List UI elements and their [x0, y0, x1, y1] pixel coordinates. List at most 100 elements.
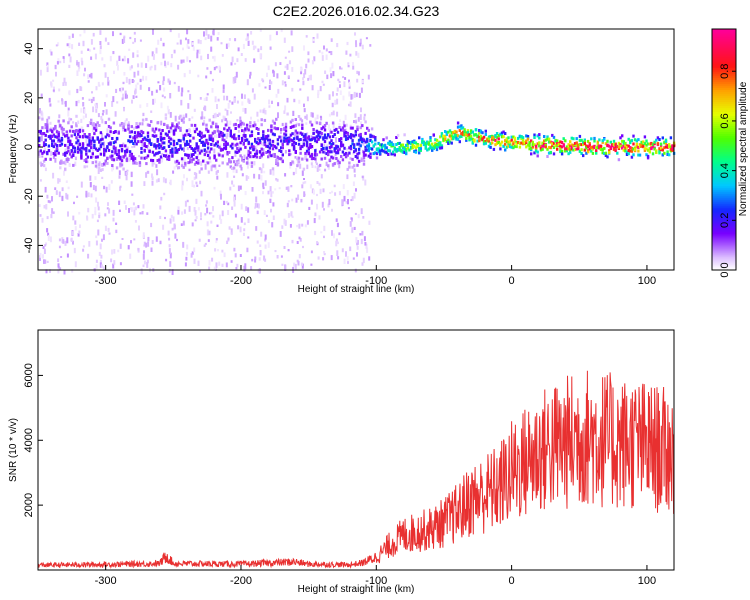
heatmap-noise-cell [148, 87, 151, 92]
heatmap-signal-cell [304, 137, 307, 141]
heatmap-noise-cell [213, 55, 216, 62]
heatmap-signal-cell [232, 136, 236, 140]
heatmap-signal-cell [595, 151, 598, 155]
heatmap-signal-cell [349, 147, 353, 151]
heatmap-noise-cell [224, 108, 227, 111]
heatmap-noise-cell [348, 79, 350, 83]
heatmap-signal-cell [629, 149, 632, 153]
heatmap-signal-cell [46, 151, 49, 154]
heatmap-signal-cell [174, 146, 177, 150]
heatmap-noise-cell [40, 135, 43, 142]
colorbar-swatch [712, 253, 736, 257]
heatmap-signal-cell [455, 130, 458, 134]
heatmap-signal-cell [80, 151, 83, 155]
heatmap-signal-cell [44, 133, 47, 137]
heatmap-signal-cell [333, 147, 336, 151]
heatmap-signal-cell [229, 132, 232, 136]
heatmap-signal-cell [487, 135, 491, 139]
heatmap-signal-cell [588, 147, 591, 151]
heatmap-noise-cell [162, 80, 165, 85]
heatmap-noise-cell [97, 169, 100, 174]
heatmap-noise-cell [305, 35, 308, 38]
heatmap-signal-cell [219, 133, 223, 137]
heatmap-signal-cell [489, 145, 492, 149]
heatmap-signal-cell [445, 131, 448, 135]
spectrogram-x-axis-label: Height of straight line (km) [298, 284, 415, 295]
heatmap-noise-cell [329, 67, 332, 73]
heatmap-signal-cell [213, 154, 216, 158]
heatmap-signal-cell [239, 154, 242, 158]
heatmap-signal-cell [419, 148, 422, 152]
heatmap-noise-cell [328, 199, 331, 205]
heatmap-noise-cell [240, 53, 243, 56]
colorbar-swatch [712, 77, 736, 80]
heatmap-signal-cell [67, 136, 70, 140]
heatmap-signal-cell [158, 143, 161, 147]
heatmap-signal-cell [575, 137, 578, 141]
heatmap-signal-cell [59, 124, 62, 128]
heatmap-signal-cell [328, 141, 332, 145]
heatmap-noise-cell [274, 62, 277, 67]
heatmap-signal-cell [275, 117, 278, 121]
heatmap-signal-cell [146, 134, 150, 138]
heatmap-signal-cell [526, 137, 530, 141]
heatmap-noise-cell [172, 216, 175, 222]
heatmap-signal-cell [206, 142, 210, 146]
heatmap-signal-cell [593, 146, 596, 150]
heatmap-noise-cell [361, 44, 364, 50]
heatmap-noise-cell [316, 33, 319, 39]
heatmap-signal-cell [189, 145, 192, 149]
colorbar-swatch [712, 255, 736, 259]
heatmap-noise-cell [157, 39, 160, 45]
heatmap-signal-cell [292, 144, 296, 148]
heatmap-noise-cell [249, 74, 251, 79]
heatmap-signal-cell [193, 130, 197, 134]
heatmap-signal-cell [119, 164, 122, 168]
heatmap-noise-cell [319, 86, 322, 92]
heatmap-signal-cell [653, 140, 656, 144]
heatmap-signal-cell [460, 124, 463, 128]
heatmap-noise-cell [240, 217, 243, 223]
colorbar-swatch [712, 83, 736, 86]
heatmap-signal-cell [638, 153, 642, 157]
heatmap-signal-cell [72, 146, 75, 150]
heatmap-signal-cell [322, 137, 325, 141]
heatmap-signal-cell [484, 141, 487, 145]
heatmap-noise-cell [167, 230, 170, 236]
heatmap-signal-cell [354, 133, 357, 137]
heatmap-signal-cell [395, 149, 398, 153]
heatmap-signal-cell [390, 141, 393, 145]
heatmap-noise-cell [182, 47, 184, 51]
heatmap-noise-cell [313, 218, 316, 224]
heatmap-signal-cell [646, 154, 650, 158]
heatmap-noise-cell [307, 77, 310, 81]
heatmap-signal-cell [213, 130, 216, 134]
heatmap-noise-cell [318, 50, 321, 53]
heatmap-signal-cell [302, 138, 306, 142]
heatmap-noise-cell [171, 138, 174, 142]
heatmap-noise-cell [101, 82, 104, 86]
heatmap-signal-cell [599, 148, 603, 151]
heatmap-signal-cell [228, 159, 231, 163]
heatmap-signal-cell [64, 151, 67, 155]
heatmap-noise-cell [71, 44, 74, 50]
heatmap-signal-cell [236, 161, 239, 165]
heatmap-noise-cell [170, 63, 173, 68]
heatmap-signal-cell [487, 137, 491, 141]
heatmap-noise-cell [305, 114, 308, 121]
heatmap-noise-cell [259, 29, 262, 32]
heatmap-noise-cell [314, 165, 317, 169]
heatmap-noise-cell [121, 238, 124, 240]
heatmap-noise-cell [80, 108, 83, 113]
heatmap-noise-cell [57, 269, 60, 274]
heatmap-noise-cell [89, 74, 92, 78]
heatmap-signal-cell [228, 158, 231, 161]
heatmap-noise-cell [52, 154, 55, 159]
heatmap-signal-cell [310, 154, 314, 158]
heatmap-signal-cell [335, 157, 338, 160]
heatmap-signal-cell [205, 123, 208, 127]
heatmap-signal-cell [166, 133, 169, 137]
heatmap-signal-cell [374, 136, 377, 139]
heatmap-noise-cell [178, 116, 181, 120]
